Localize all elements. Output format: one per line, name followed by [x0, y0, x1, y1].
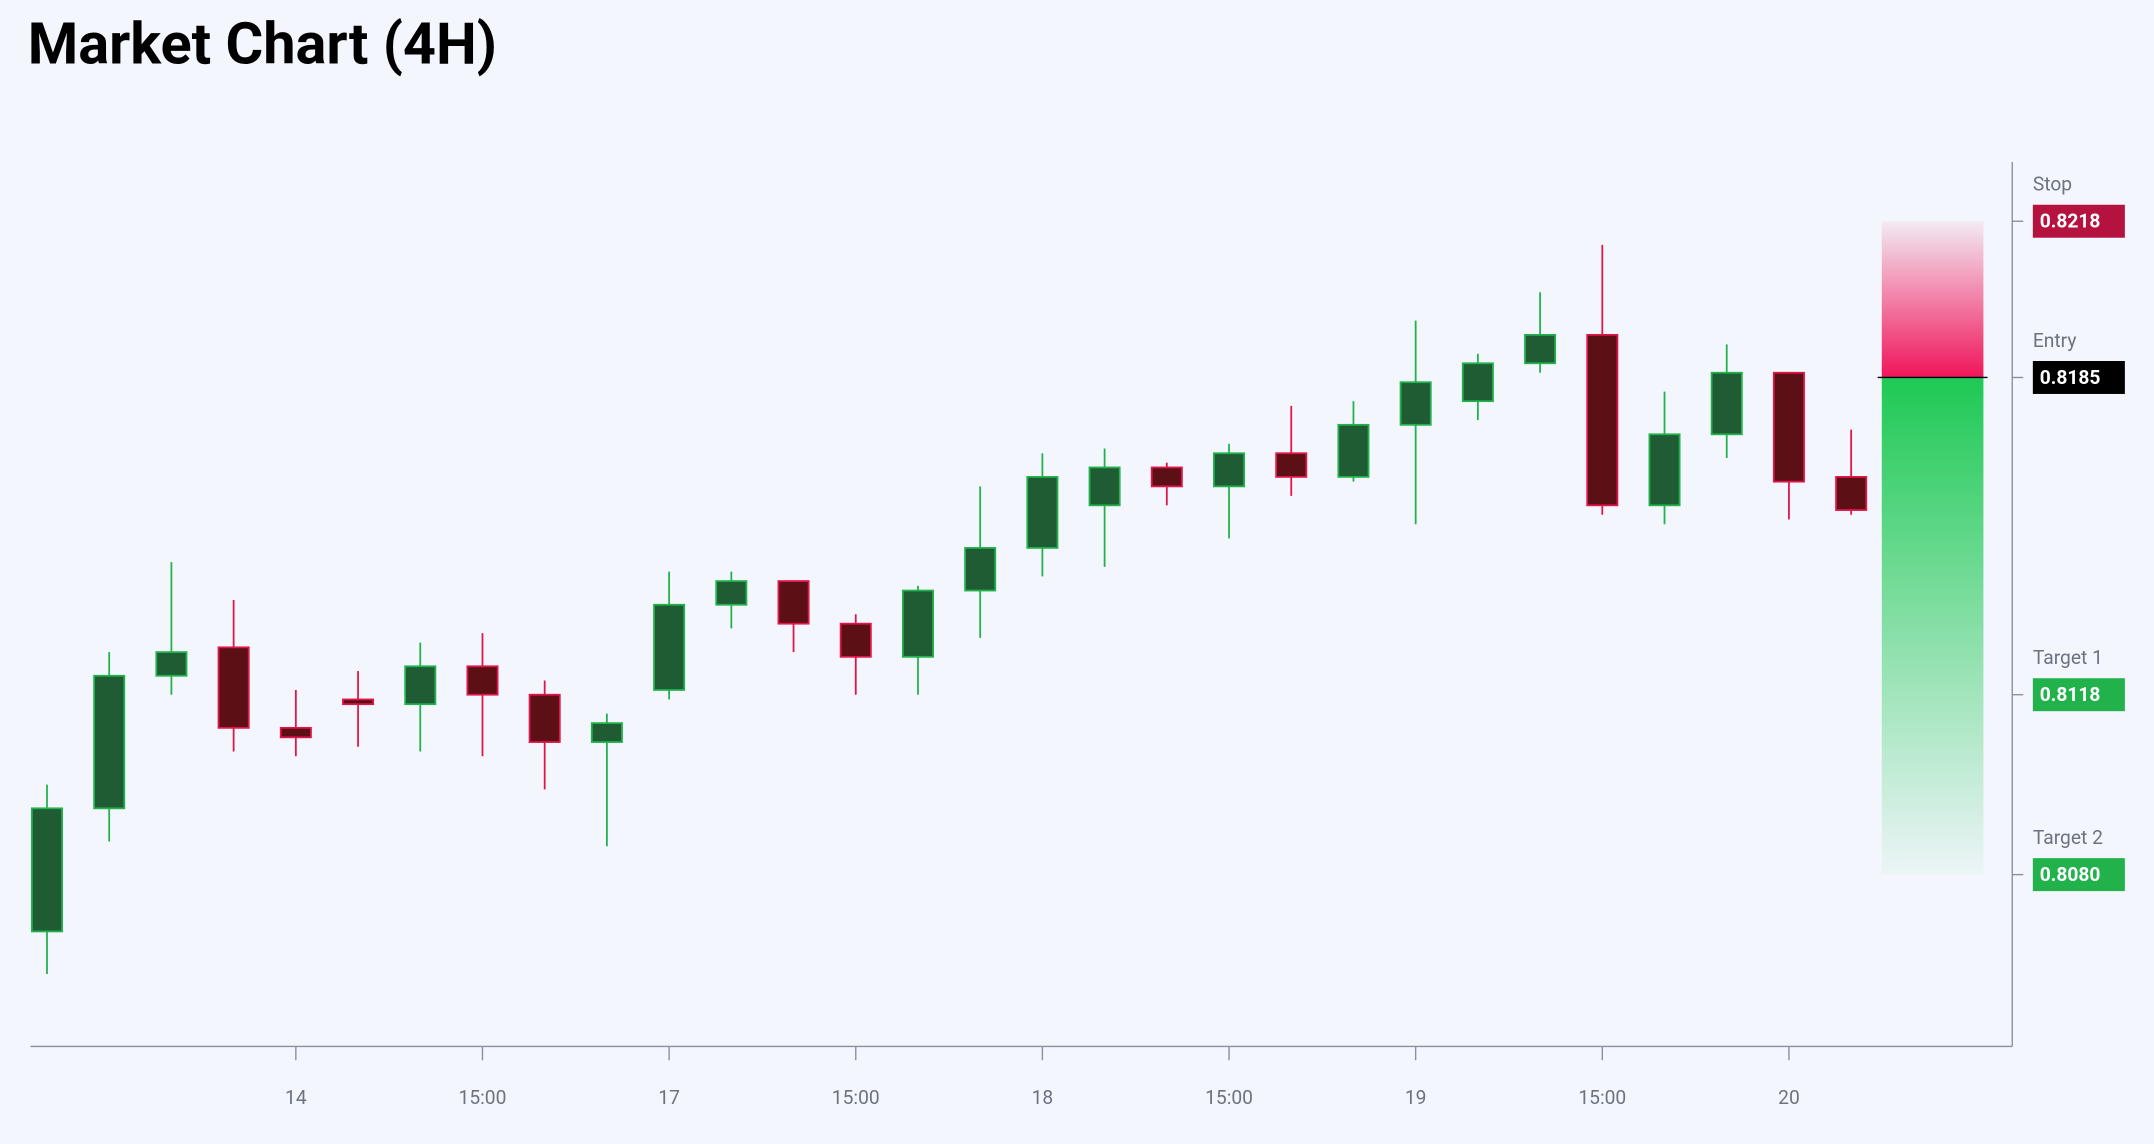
candle-body — [404, 665, 437, 706]
level-box — [2032, 678, 2125, 712]
candle-body — [1710, 371, 1743, 436]
candle-body — [1337, 423, 1370, 478]
stop-zone — [1881, 221, 1984, 378]
candle-body — [901, 589, 934, 658]
level-name: Target 2 — [2033, 826, 2103, 849]
candle-body — [217, 646, 250, 729]
chart-title: Market Chart (4H) — [28, 10, 497, 78]
candle-body — [653, 603, 686, 691]
candle-body — [1275, 452, 1308, 478]
x-tick-label: 18 — [1032, 1086, 1054, 1109]
level-price: 0.8080 — [2040, 863, 2101, 886]
candle-body — [590, 722, 623, 743]
level-price: 0.8185 — [2040, 366, 2101, 389]
candle-body — [1088, 466, 1121, 507]
x-tick-label: 19 — [1405, 1086, 1427, 1109]
x-tick-label: 17 — [658, 1086, 680, 1109]
candle-body — [342, 698, 375, 706]
candle-body — [1772, 371, 1805, 483]
candle-body — [839, 622, 872, 658]
target-zone — [1881, 377, 1984, 875]
candle-body — [1461, 362, 1494, 403]
x-tick-label: 15:00 — [1205, 1086, 1253, 1109]
level-box — [2032, 858, 2125, 892]
candle-body — [1213, 452, 1246, 488]
level-name: Target 1 — [2033, 646, 2103, 669]
level-box — [2032, 204, 2125, 238]
candle-body — [93, 674, 126, 810]
level-price: 0.8218 — [2040, 210, 2101, 233]
level-price: 0.8118 — [2040, 683, 2101, 706]
x-tick-label: 15:00 — [832, 1086, 880, 1109]
level-box — [2032, 361, 2125, 394]
candle-body — [1835, 476, 1868, 511]
level-name: Stop — [2033, 173, 2072, 196]
candle-body — [279, 726, 312, 739]
candle-body — [777, 580, 810, 625]
candle-body — [1026, 476, 1059, 549]
candle-body — [466, 665, 499, 696]
candle-body — [1150, 466, 1183, 488]
candle-body — [1524, 333, 1557, 365]
level-name: Entry — [2033, 329, 2077, 352]
candle-body — [155, 651, 188, 677]
candle-body — [1648, 433, 1681, 507]
candle-body — [1399, 381, 1432, 426]
candle-body — [715, 580, 748, 606]
candle-body — [964, 547, 997, 592]
candle-body — [528, 693, 561, 743]
x-tick-label: 15:00 — [459, 1086, 507, 1109]
candle-body — [1586, 333, 1619, 507]
x-tick-label: 20 — [1778, 1086, 1800, 1109]
x-tick-label: 15:00 — [1578, 1086, 1626, 1109]
candle-body — [30, 807, 63, 933]
x-tick-label: 14 — [285, 1086, 307, 1109]
